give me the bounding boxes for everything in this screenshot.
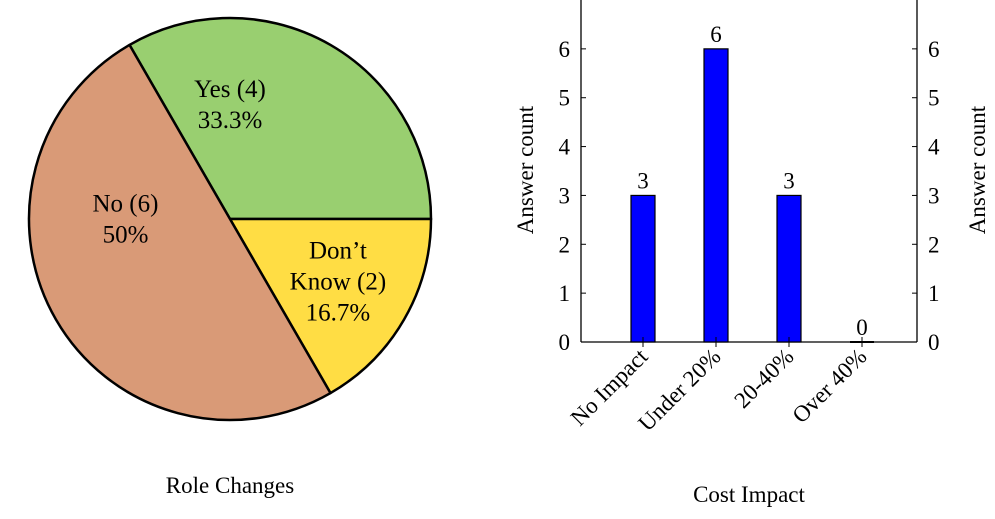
x-tick-label: 20-40% (729, 344, 798, 413)
y-tick-label-right: 0 (928, 330, 940, 355)
x-tick-label: Over 40% (787, 344, 871, 428)
y-tick-label-left: 2 (559, 232, 571, 257)
pie-slice-label: No (6) (92, 191, 158, 218)
bar (630, 194, 656, 343)
y-tick-label-left: 6 (559, 37, 571, 62)
y-tick-label-right: 6 (928, 37, 940, 62)
pie-slice-percent-label: 33.3% (198, 107, 263, 134)
bar-data-label: 3 (637, 168, 649, 193)
y-tick-label-right: 4 (928, 135, 940, 160)
y-tick-label-left: 3 (559, 183, 571, 208)
pie-slice-label: Know (2) (290, 268, 387, 295)
y-tick-label-left: 4 (559, 135, 571, 160)
pie-slice (27, 43, 332, 422)
y-tick-label-right: 5 (928, 86, 940, 111)
y-tick-label-left: 1 (559, 281, 571, 306)
y-tick-label-left: 0 (559, 330, 571, 355)
pie-slice (228, 217, 433, 395)
y-axis-label-right: Answer count (965, 105, 990, 234)
pie-slice-percent-label: 16.7% (306, 299, 371, 326)
y-tick-label-right: 2 (928, 232, 940, 257)
bar-data-label: 0 (856, 315, 868, 340)
pie-chart-title: Role Changes (166, 473, 294, 498)
y-tick-label-right: 3 (928, 183, 940, 208)
pie-slice (128, 16, 433, 221)
pie-slice-label: Yes (4) (194, 76, 266, 103)
bar-data-label: 3 (783, 168, 795, 193)
pie-slice-percent-label: 50% (103, 222, 149, 249)
bar (703, 48, 729, 343)
pie-chart: Yes (4) 33.3% Don’t Know (2) 16.7% No (6) 50% (27, 16, 433, 422)
pie-slice-label: Don’t (309, 237, 367, 264)
bar-chart-title: Cost Impact (693, 482, 805, 507)
y-tick-label-right: 1 (928, 281, 940, 306)
y-tick-label-left: 5 (559, 86, 571, 111)
bar (776, 194, 802, 343)
y-axis-label-left: Answer count (513, 105, 538, 234)
bar-data-label: 6 (710, 22, 722, 47)
